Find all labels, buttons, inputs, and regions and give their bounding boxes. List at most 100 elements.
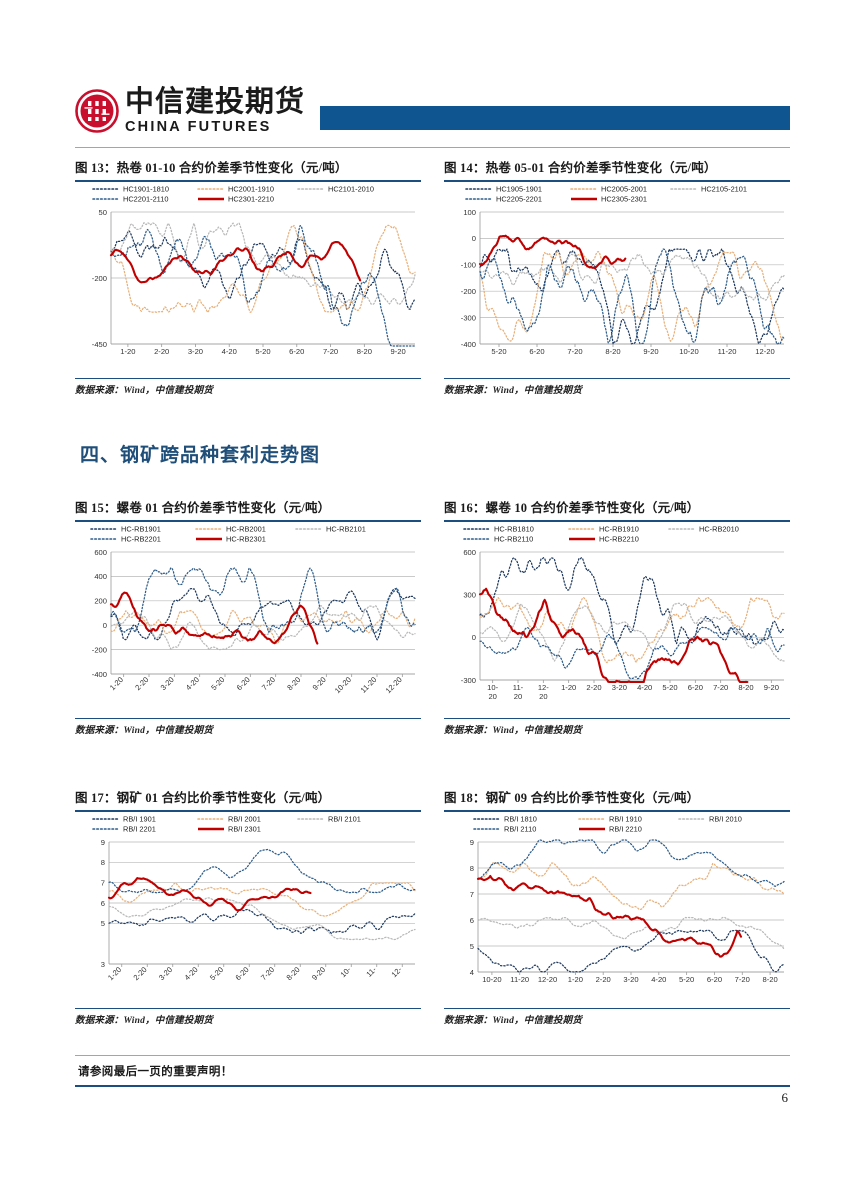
figure-16-chart: HC-RB1810 HC-RB1910 HC-RB2010 HC-RB2110 HC-R… (444, 521, 790, 718)
svg-text:1-20: 1-20 (120, 347, 135, 356)
svg-text:7-20: 7-20 (259, 965, 276, 982)
svg-text:5-20: 5-20 (491, 347, 506, 356)
page-number: 6 (781, 1090, 789, 1105)
figure-17-foot-rule (75, 1007, 421, 1010)
header-divider (75, 147, 790, 148)
footer-divider-top (75, 1055, 790, 1056)
figure-14-foot-rule (444, 377, 790, 380)
svg-text:-100: -100 (461, 260, 476, 269)
svg-text:3-20: 3-20 (623, 975, 638, 984)
svg-text:7-20: 7-20 (735, 975, 750, 984)
svg-text:6: 6 (470, 916, 474, 925)
svg-text:6: 6 (101, 899, 105, 908)
svg-text:50: 50 (99, 208, 107, 217)
svg-text:3-20: 3-20 (159, 675, 176, 692)
svg-text:0: 0 (103, 621, 107, 630)
svg-text:-200: -200 (92, 274, 107, 283)
svg-text:12-20: 12-20 (755, 347, 774, 356)
svg-text:5-20: 5-20 (679, 975, 694, 984)
figure-13-title: 图 13：热卷 01-10 合约价差季节性变化（元/吨） (75, 161, 348, 175)
svg-text:10-: 10- (339, 965, 353, 979)
svg-text:-450: -450 (92, 340, 107, 349)
svg-text:400: 400 (94, 572, 107, 581)
svg-text:3: 3 (101, 960, 105, 969)
svg-text:-300: -300 (461, 676, 476, 685)
svg-text:3-20: 3-20 (612, 683, 627, 692)
svg-text:3-20: 3-20 (157, 965, 174, 982)
figure-15-foot-rule (75, 717, 421, 720)
svg-text:HC-RB2001: HC-RB2001 (226, 525, 266, 534)
svg-text:9-20: 9-20 (643, 347, 658, 356)
figure-17-chart: RB/I 1901 RB/I 2001 RB/I 2101 RB/I 2201 RB/I… (75, 811, 421, 1008)
figure-13: 图 13：热卷 01-10 合约价差季节性变化（元/吨） HC1901-1810… (75, 160, 421, 396)
svg-text:-400: -400 (92, 670, 107, 679)
figure-18-foot-rule (444, 1007, 790, 1010)
svg-text:5-20: 5-20 (662, 683, 677, 692)
figure-17-title: 图 17：钢矿 01 合约比价季节性变化（元/吨） (75, 791, 331, 805)
figure-13-foot-rule (75, 377, 421, 380)
footer-disclaimer: 请参阅最后一页的重要声明！ (78, 1066, 233, 1078)
svg-text:20: 20 (539, 692, 547, 701)
svg-text:4-20: 4-20 (651, 975, 666, 984)
svg-text:5-20: 5-20 (255, 347, 270, 356)
figure-13-title-rule (75, 179, 421, 182)
svg-text:8: 8 (470, 864, 474, 873)
figure-16-title-rule (444, 519, 790, 522)
svg-text:2-20: 2-20 (154, 347, 169, 356)
svg-text:10-20: 10-20 (333, 675, 353, 695)
figure-18-source: 数据来源：Wind，中信建投期货 (444, 1016, 582, 1027)
figure-14-title: 图 14：热卷 05-01 合约价差季节性变化（元/吨） (444, 161, 717, 175)
svg-text:RB/I 1810: RB/I 1810 (504, 815, 537, 824)
figure-13-chart: HC1901-1810 HC2001-1910 HC2101-2010 HC2201-… (75, 181, 421, 378)
svg-text:HC2205-2201: HC2205-2201 (496, 195, 542, 204)
svg-text:HC2001-1910: HC2001-1910 (228, 185, 274, 194)
figure-18-chart: RB/I 1810 RB/I 1910 RB/I 2010 RB/I 2110 RB/I… (444, 811, 790, 1008)
svg-text:RB/I 2301: RB/I 2301 (228, 825, 261, 834)
svg-text:6-20: 6-20 (707, 975, 722, 984)
figure-17-title-rule (75, 809, 421, 812)
figure-16-foot-rule (444, 717, 790, 720)
svg-text:7-20: 7-20 (260, 675, 277, 692)
brand-logo: 中信建投期货 CHINA FUTURES (75, 88, 305, 135)
svg-text:HC-RB2010: HC-RB2010 (699, 525, 739, 534)
svg-text:9: 9 (101, 838, 105, 847)
svg-text:2-20: 2-20 (132, 965, 149, 982)
footer-divider-bottom (75, 1085, 790, 1087)
svg-text:HC-RB2301: HC-RB2301 (226, 535, 266, 544)
figure-16-title: 图 16：螺卷 10 合约价差季节性变化（元/吨） (444, 501, 700, 515)
svg-text:8-20: 8-20 (357, 347, 372, 356)
svg-text:2-20: 2-20 (586, 683, 601, 692)
svg-text:5-20: 5-20 (209, 675, 226, 692)
svg-text:6-20: 6-20 (289, 347, 304, 356)
svg-text:9-20: 9-20 (391, 347, 406, 356)
figure-18-title-rule (444, 809, 790, 812)
svg-text:-400: -400 (461, 340, 476, 349)
svg-text:7-20: 7-20 (567, 347, 582, 356)
svg-text:7-20: 7-20 (713, 683, 728, 692)
figure-14: 图 14：热卷 05-01 合约价差季节性变化（元/吨） HC1905-1901… (444, 160, 790, 396)
svg-text:12-20: 12-20 (538, 975, 557, 984)
svg-text:7-20: 7-20 (323, 347, 338, 356)
svg-text:RB/I 1910: RB/I 1910 (609, 815, 642, 824)
svg-text:8: 8 (101, 858, 105, 867)
svg-text:HC2201-2110: HC2201-2110 (123, 195, 168, 204)
figure-14-title-rule (444, 179, 790, 182)
svg-text:RB/I 2201: RB/I 2201 (123, 825, 156, 834)
svg-text:6-20: 6-20 (529, 347, 544, 356)
cnc-logo-icon (75, 89, 119, 134)
svg-text:7: 7 (470, 890, 474, 899)
svg-text:10-20: 10-20 (482, 975, 501, 984)
svg-text:-200: -200 (92, 645, 107, 654)
svg-text:10-20: 10-20 (679, 347, 698, 356)
svg-text:HC2105-2101: HC2105-2101 (701, 185, 747, 194)
svg-text:RB/I 2110: RB/I 2110 (504, 825, 536, 834)
svg-text:HC1905-1901: HC1905-1901 (496, 185, 542, 194)
svg-text:5: 5 (101, 919, 105, 928)
header-accent-bar (320, 106, 790, 130)
brand-name-en: CHINA FUTURES (125, 119, 272, 135)
svg-text:RB/I 2210: RB/I 2210 (609, 825, 642, 834)
svg-text:8-20: 8-20 (738, 683, 753, 692)
svg-text:RB/I 2001: RB/I 2001 (228, 815, 261, 824)
svg-text:4-20: 4-20 (184, 675, 201, 692)
figure-13-source: 数据来源：Wind，中信建投期货 (75, 386, 213, 397)
